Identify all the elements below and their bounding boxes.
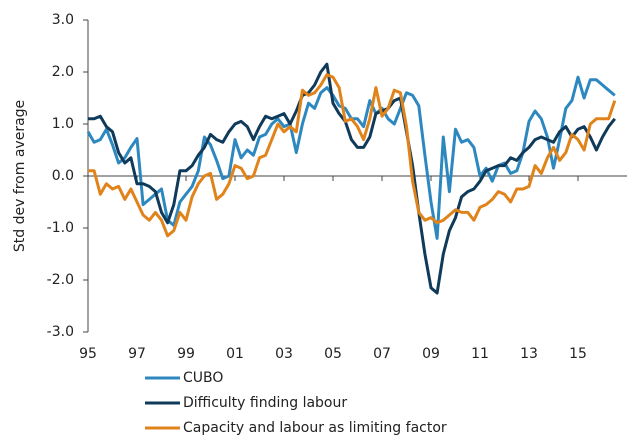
series-line: [88, 73, 617, 238]
x-tick-label: 11: [471, 346, 489, 362]
x-tick-label: 07: [373, 346, 391, 362]
legend-label: Capacity and labour as limiting factor: [183, 420, 447, 436]
y-tick-label: 3.0: [52, 12, 74, 28]
x-tick-label: 09: [422, 346, 440, 362]
series-line: [86, 75, 616, 240]
x-tick-label: 03: [275, 346, 293, 362]
series-line: [88, 62, 616, 295]
x-tick-label: 97: [128, 346, 146, 362]
y-tick-label: -2.0: [47, 272, 74, 288]
x-tick-label: 99: [177, 346, 195, 362]
x-tick-label: 15: [569, 346, 587, 362]
legend-label: CUBO: [183, 370, 223, 386]
y-axis-title: Std dev from average: [12, 100, 28, 252]
y-tick-label: 0.0: [52, 168, 74, 184]
y-tick-label: 1.0: [52, 116, 74, 132]
legend-label: Difficulty finding labour: [183, 395, 347, 411]
x-tick-label: 01: [226, 346, 244, 362]
x-tick-label: 13: [520, 346, 538, 362]
y-tick-label: -1.0: [47, 220, 74, 236]
y-tick-label: 2.0: [52, 64, 74, 80]
x-tick-label: 95: [79, 346, 97, 362]
y-tick-label: -3.0: [47, 324, 74, 340]
x-tick-label: 05: [324, 346, 342, 362]
